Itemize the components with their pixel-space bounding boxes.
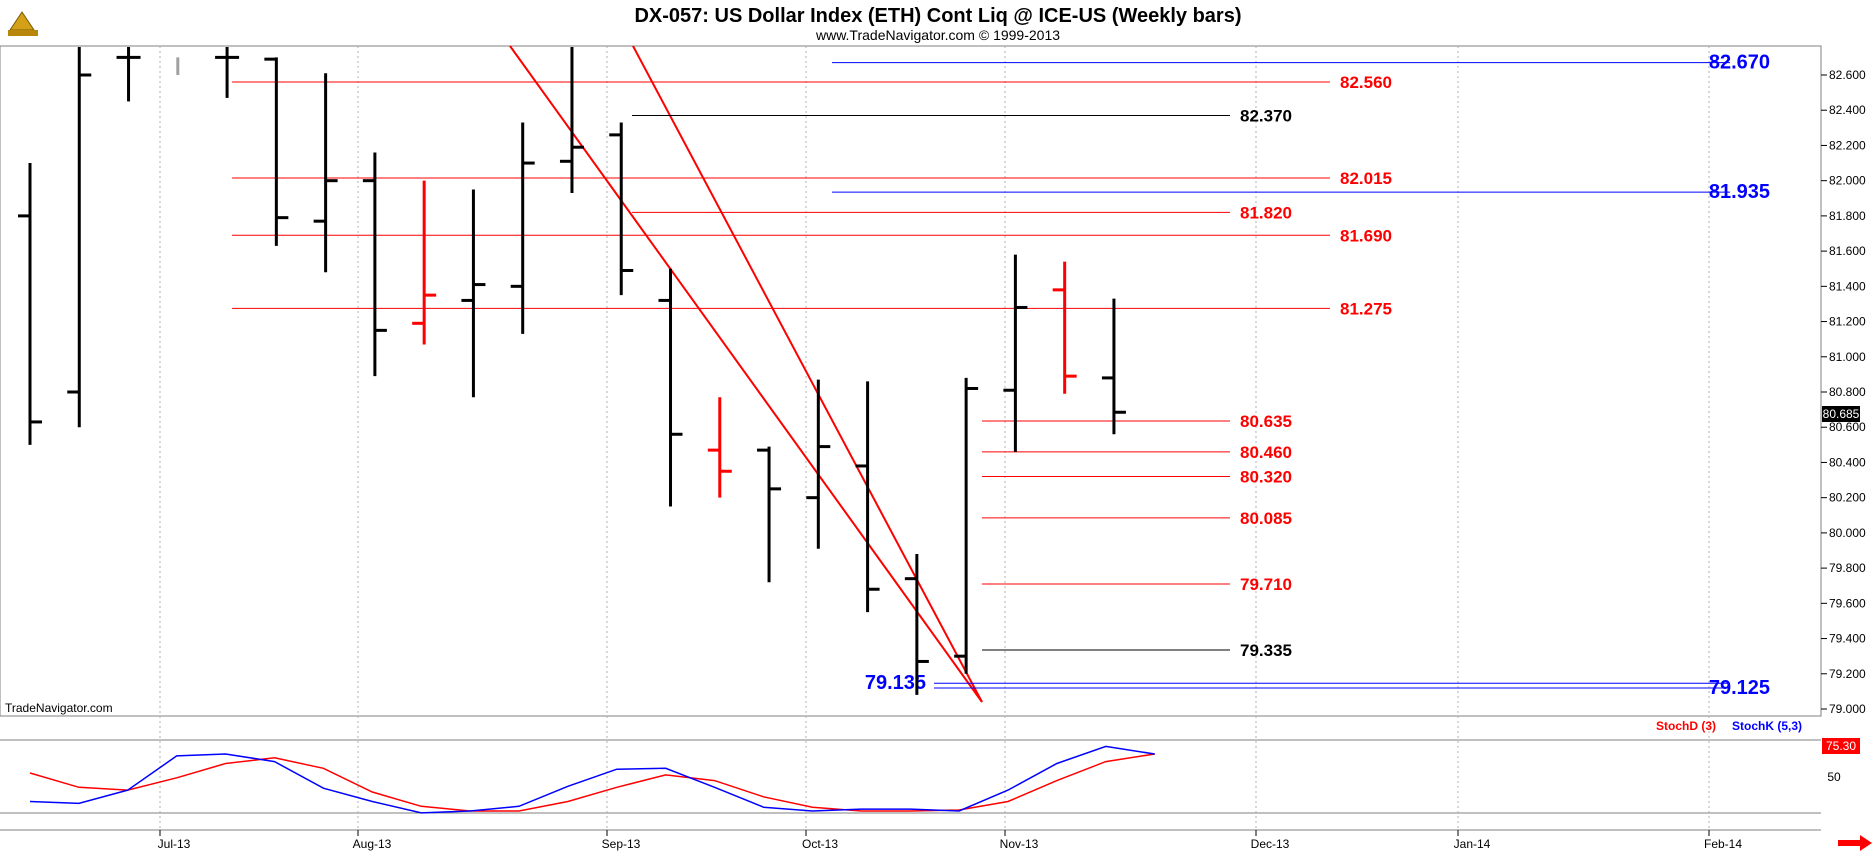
y-tick-label: 80.600	[1829, 420, 1866, 434]
trendline-2	[632, 45, 983, 703]
y-tick-label: 79.000	[1829, 702, 1866, 716]
y-tick-label: 81.400	[1829, 279, 1866, 293]
level-label: 82.370	[1240, 107, 1292, 126]
level-label: 80.460	[1240, 443, 1292, 462]
level-label: 80.320	[1240, 468, 1292, 487]
legend-stochk: StochK (5,3)	[1732, 719, 1802, 733]
date-axis: Jul-13 Aug-13 Sep-13 Oct-13 Nov-13 Dec-13 Jan-…	[158, 830, 1742, 851]
y-tick-label: 80.800	[1829, 385, 1866, 399]
y-tick-label: 79.200	[1829, 667, 1866, 681]
stoch-value-tag	[1822, 738, 1860, 754]
x-tick-label: Feb-14	[1704, 837, 1742, 851]
y-tick-label: 79.800	[1829, 561, 1866, 575]
level-label: 82.670	[1709, 52, 1770, 74]
level-label: 79.710	[1240, 575, 1292, 594]
y-tick-label: 82.200	[1829, 138, 1866, 152]
x-tick-label: Aug-13	[353, 837, 392, 851]
vertical-gridlines	[159, 46, 1710, 830]
trendlines	[509, 45, 983, 703]
y-tick-label: 80.000	[1829, 526, 1866, 540]
level-label: 81.935	[1709, 181, 1770, 203]
y-tick-label: 81.800	[1829, 209, 1866, 223]
level-label: 82.015	[1340, 169, 1392, 188]
price-axis: 82.600 82.400 82.200 82.000 81.800 81.600 81.4…	[1820, 46, 1866, 716]
y-tick-label: 80.200	[1829, 491, 1866, 505]
y-tick-label: 81.200	[1829, 315, 1866, 329]
legend-stochd: StochD (3)	[1656, 719, 1716, 733]
y-tick-label: 82.000	[1829, 174, 1866, 188]
x-tick-label: Dec-13	[1251, 837, 1290, 851]
scroll-right-arrow-icon[interactable]	[1838, 835, 1872, 851]
level-label: 81.690	[1340, 226, 1392, 245]
level-label: 81.820	[1240, 203, 1292, 222]
x-tick-label: Jul-13	[158, 837, 191, 851]
trendline-1	[509, 45, 983, 703]
y-tick-label: 82.400	[1829, 103, 1866, 117]
level-label: 81.275	[1340, 299, 1392, 318]
stoch-mid-label: 50	[1827, 770, 1841, 784]
stochk-line	[29, 745, 1155, 814]
level-label: 79.125	[1709, 677, 1770, 699]
y-tick-label: 79.400	[1829, 632, 1866, 646]
stochastic-lines	[29, 745, 1155, 814]
x-tick-label: Jan-14	[1454, 837, 1491, 851]
level-label: 79.335	[1240, 641, 1292, 660]
y-tick-label: 80.400	[1829, 455, 1866, 469]
last-price-label: 80.685	[1823, 407, 1860, 421]
level-label: 80.085	[1240, 509, 1292, 528]
stochd-line	[29, 753, 1155, 812]
y-tick-label: 79.600	[1829, 596, 1866, 610]
level-label: 80.635	[1240, 412, 1292, 431]
x-tick-label: Sep-13	[602, 837, 641, 851]
last-price-tag	[1822, 406, 1860, 422]
price-bars	[18, 47, 1126, 695]
chart-title: DX-057: US Dollar Index (ETH) Cont Liq @…	[634, 5, 1241, 27]
level-lines: 82.670 82.560 82.370 82.015 81.935 81.820 81.6…	[232, 52, 1770, 699]
y-tick-label: 82.600	[1829, 68, 1866, 82]
x-tick-label: Nov-13	[1000, 837, 1039, 851]
y-tick-label: 81.600	[1829, 244, 1866, 258]
level-label: 79.135	[865, 672, 926, 694]
y-tick-label: 81.000	[1829, 350, 1866, 364]
chart-subtitle: www.TradeNavigator.com © 1999-2013	[815, 27, 1060, 43]
level-label: 82.560	[1340, 73, 1392, 92]
stoch-value-label: 75.30	[1826, 739, 1856, 753]
price-panel	[0, 45, 1822, 717]
watermark: TradeNavigator.com	[5, 701, 113, 715]
logo-icon	[5, 10, 39, 38]
x-tick-label: Oct-13	[802, 837, 838, 851]
